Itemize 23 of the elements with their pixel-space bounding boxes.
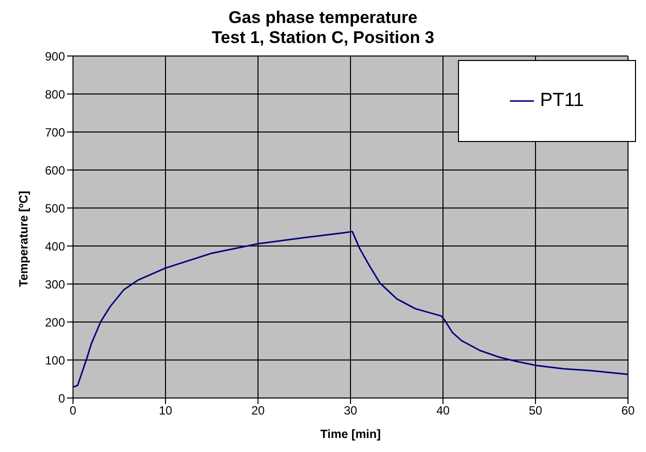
x-tick-label: 40 bbox=[436, 404, 450, 418]
y-tick-label: 900 bbox=[44, 49, 66, 64]
x-tick-label: 20 bbox=[251, 404, 265, 418]
y-tick-label: 100 bbox=[44, 353, 66, 368]
legend-label: PT11 bbox=[540, 90, 584, 112]
y-tick-label: 200 bbox=[44, 315, 66, 330]
y-tick-label: 300 bbox=[44, 277, 66, 292]
x-tick-label: 50 bbox=[528, 404, 542, 418]
x-tick-label: 0 bbox=[70, 404, 77, 418]
y-tick-label: 500 bbox=[44, 201, 66, 216]
x-tick-label: 60 bbox=[621, 404, 635, 418]
y-tick-label: 600 bbox=[44, 163, 66, 178]
x-tick-label: 10 bbox=[158, 404, 172, 418]
y-tick-label: 0 bbox=[58, 391, 66, 406]
y-axis-title: Temperature [ºC] bbox=[16, 190, 30, 287]
legend-box: PT11 bbox=[458, 60, 636, 142]
x-axis-title: Time [min] bbox=[320, 427, 381, 441]
y-tick-label: 700 bbox=[44, 125, 66, 140]
chart-subtitle: Test 1, Station C, Position 3 bbox=[210, 28, 436, 48]
y-tick-label: 400 bbox=[44, 239, 66, 254]
chart-title: Gas phase temperature bbox=[228, 8, 418, 28]
y-tick-label: 800 bbox=[44, 87, 66, 102]
x-tick-label: 30 bbox=[344, 404, 358, 418]
